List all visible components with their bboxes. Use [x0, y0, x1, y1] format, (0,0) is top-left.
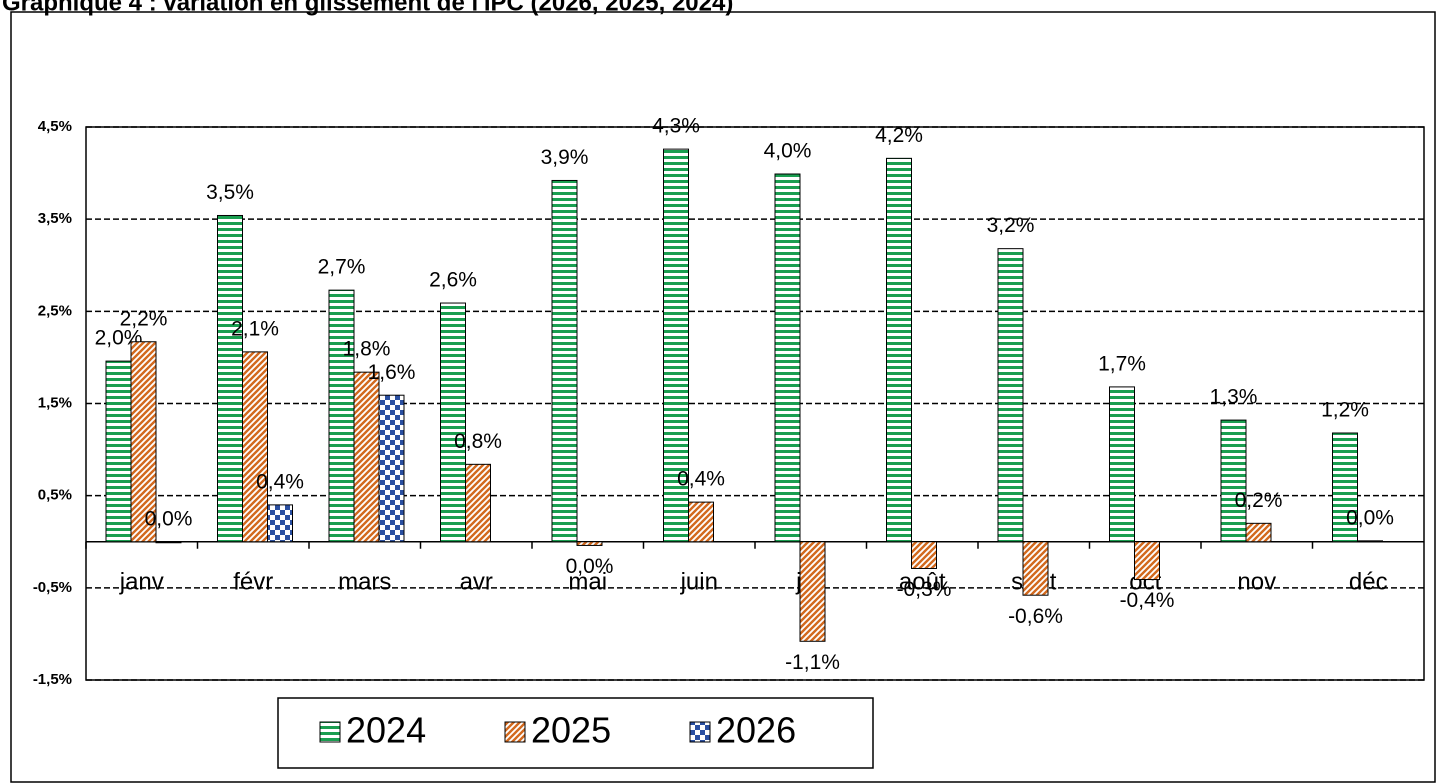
bar [465, 463, 491, 543]
legend-swatch [504, 721, 526, 743]
data-label: 0,8% [454, 430, 502, 453]
chart-title: Graphique 4 : variation en glissement de… [2, 0, 733, 16]
y-tick-label: 1,5% [38, 394, 72, 411]
data-label: 2,6% [429, 269, 477, 292]
bar [663, 148, 689, 543]
bar [799, 541, 826, 642]
legend-label: 2024 [346, 710, 426, 751]
bar [267, 504, 293, 543]
bar [353, 371, 380, 543]
data-label: 0,0% [566, 555, 614, 578]
bar [440, 302, 466, 543]
data-label: 0,0% [1346, 506, 1394, 529]
data-label: -0,6% [1008, 605, 1063, 628]
legend-swatch [319, 721, 341, 743]
bar [1357, 540, 1383, 543]
bar [328, 289, 355, 543]
data-label: -0,3% [897, 578, 952, 601]
x-tick-label: déc [1349, 568, 1388, 595]
bar [886, 157, 912, 543]
data-label: 4,3% [652, 115, 700, 138]
x-tick-label: avr [460, 568, 493, 595]
data-label: 0,2% [1235, 489, 1283, 512]
x-tick-label: févr [233, 568, 273, 595]
bar [997, 248, 1024, 543]
data-label: 2,0% [95, 327, 143, 350]
legend [277, 697, 874, 769]
y-tick-label: 0,5% [38, 487, 72, 504]
data-label: 1,7% [1098, 352, 1146, 375]
y-tick-label: 2,5% [38, 302, 72, 319]
data-label: -0,4% [1120, 589, 1175, 612]
bar [217, 214, 243, 543]
x-tick-label: mai [568, 568, 607, 595]
y-tick-label: 4,5% [38, 118, 72, 135]
legend-label: 2025 [531, 710, 611, 751]
bar [1134, 541, 1160, 581]
bar [774, 173, 801, 543]
data-label: 2,1% [231, 317, 279, 340]
x-tick-label: nov [1237, 568, 1276, 595]
data-label: 4,0% [764, 140, 812, 163]
bar [1245, 522, 1272, 543]
data-label: -1,1% [785, 651, 840, 674]
x-tick-label: mars [338, 568, 391, 595]
y-tick-label: -1,5% [33, 671, 72, 688]
x-tick-label: juin [680, 568, 718, 595]
bar [576, 541, 603, 546]
bar [242, 351, 268, 543]
data-label: 1,6% [368, 361, 416, 384]
data-label: 3,9% [541, 146, 589, 169]
bar [1332, 432, 1358, 543]
bar [911, 541, 937, 569]
data-label: 0,4% [677, 468, 725, 491]
data-label: 2,7% [318, 256, 366, 279]
bar [1220, 419, 1247, 543]
y-tick-label: 3,5% [38, 210, 72, 227]
legend-label: 2026 [716, 710, 796, 751]
bar [1022, 541, 1049, 596]
data-label: 4,2% [875, 124, 923, 147]
data-label: 3,5% [206, 181, 254, 204]
x-tick-label: août [899, 568, 946, 595]
data-label: 3,2% [987, 214, 1035, 237]
data-label: 1,8% [343, 338, 391, 361]
data-label: 1,2% [1321, 399, 1369, 422]
bar [688, 501, 714, 543]
bar [378, 394, 405, 543]
bar [551, 179, 578, 543]
bar [105, 360, 132, 543]
x-tick-label: janv [119, 568, 164, 595]
bar [1109, 386, 1135, 543]
legend-swatch [689, 721, 711, 743]
data-label: 0,4% [256, 470, 304, 493]
plot-border [85, 126, 1425, 681]
data-label: 1,3% [1210, 386, 1258, 409]
bar [155, 541, 182, 544]
bar [130, 341, 157, 543]
y-tick-label: -0,5% [33, 579, 72, 596]
data-label: 2,2% [120, 307, 168, 330]
data-label: 0,0% [145, 507, 193, 530]
